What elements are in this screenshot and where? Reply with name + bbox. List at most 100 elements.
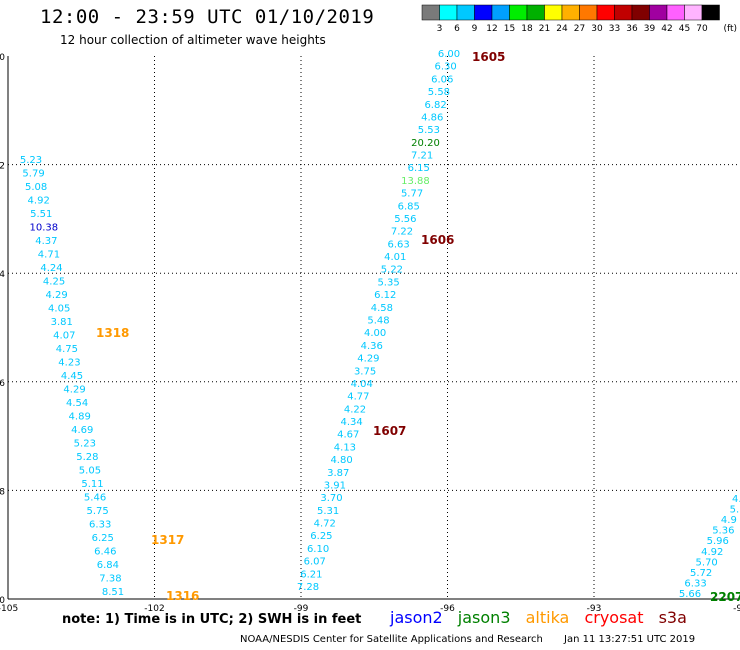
legend-swatch	[701, 4, 720, 21]
pass-time-label: 1607	[373, 424, 406, 438]
wave-height-value: 4.45	[61, 371, 83, 382]
wave-height-value: 6.10	[307, 544, 329, 555]
satellite-key: jason2 jason3 altika cryosat s3a	[390, 608, 697, 627]
legend-swatch	[474, 4, 493, 21]
wave-height-value: 5.48	[367, 316, 389, 327]
wave-height-value: 6.82	[424, 100, 446, 111]
latitude-tick-label: -38	[0, 487, 5, 497]
wave-height-value: 4.9	[721, 515, 737, 526]
wave-height-value: 4.67	[337, 430, 359, 441]
wave-height-value: 6.46	[94, 547, 116, 558]
legend-tick-label: 3	[437, 24, 443, 34]
wave-height-value: 5.51	[30, 209, 52, 220]
wave-height-value: 20.20	[411, 138, 440, 149]
units-note: note: 1) Time is in UTC; 2) SWH is in fe…	[62, 612, 362, 627]
legend-tick-label: 36	[626, 24, 638, 34]
wave-height-value: 6.33	[684, 578, 706, 589]
legend-tick-label: 27	[574, 24, 585, 34]
wave-height-value: 4.04	[351, 379, 373, 390]
longitude-tick-label: -105	[0, 604, 18, 614]
wave-height-value: 4.37	[35, 236, 57, 247]
wave-height-value: 4.77	[347, 392, 369, 403]
wave-height-value: 8.51	[102, 587, 124, 598]
legend-tick-label: 45	[679, 24, 690, 34]
wave-height-value: 5.22	[381, 265, 403, 276]
satellite-s3a: s3a	[658, 608, 687, 627]
wave-height-value: 4.89	[69, 412, 91, 423]
legend-swatch	[544, 4, 563, 21]
pass-time-label: 1605	[472, 50, 505, 64]
legend-tick-label: 12	[486, 24, 497, 34]
longitude-tick-label: -102	[144, 604, 164, 614]
wave-height-value: 5.58	[428, 87, 450, 98]
generated-timestamp: Jan 11 13:27:51 UTC 2019	[564, 634, 696, 645]
wave-height-value: 4.92	[28, 196, 50, 207]
wave-height-value: 4.22	[344, 404, 366, 415]
map-grid: -30 -32 -34 -36 -38 -40-105 -102 -99 -96 -93 -90	[0, 53, 740, 614]
pass-time-label: 1606	[421, 233, 454, 247]
legend-swatch	[526, 4, 545, 21]
legend-swatch	[631, 4, 650, 21]
satellite-cryosat: cryosat	[584, 608, 644, 627]
wave-height-value: 5.46	[84, 493, 106, 504]
wave-height-value: 5.05	[79, 466, 101, 477]
wave-height-value: 6.25	[92, 533, 114, 544]
legend-tick-label: 15	[504, 24, 515, 34]
pass-time-label: 1317	[151, 533, 184, 547]
wave-height-value: 5.75	[86, 506, 108, 517]
legend-tick-label: 42	[661, 24, 672, 34]
wave-height-value: 3.81	[51, 317, 73, 328]
wave-height-value: 4.75	[56, 344, 78, 355]
wave-height-value: 4.5	[732, 494, 740, 505]
pass-time-label: 1318	[96, 326, 129, 340]
wave-height-value: 4.72	[314, 519, 336, 530]
legend-tick-label: 9	[472, 24, 478, 34]
wave-height-value: 4.58	[371, 303, 393, 314]
wave-height-value: 5.28	[76, 452, 98, 463]
latitude-tick-label: -40	[0, 596, 5, 606]
wave-height-value: 4.29	[63, 385, 85, 396]
wave-height-value: 4.36	[361, 341, 383, 352]
middle-track: 6.006.306.065.586.824.865.5320.207.216.1…	[297, 49, 460, 593]
longitude-tick-label: -90	[733, 604, 740, 614]
wave-height-value: 3.87	[327, 468, 349, 479]
wave-height-value: 6.07	[304, 557, 326, 568]
wave-height-value: 4.92	[701, 547, 723, 558]
wave-height-value: 4.23	[58, 358, 80, 369]
wave-height-value: 6.21	[300, 569, 322, 580]
wave-height-value: 4.25	[43, 277, 65, 288]
wave-height-value: 4.24	[40, 263, 62, 274]
left-track: 5.23 5.79 5.08 4.92 5.51 10.38 4.37 4.71 4.24 4.2…	[20, 155, 124, 598]
wave-height-tracks: 5.23 5.79 5.08 4.92 5.51 10.38 4.37 4.71 4.24 4.2…	[20, 49, 740, 600]
legend-tick-label: 24	[556, 24, 568, 34]
wave-height-value: 6.33	[89, 520, 111, 531]
latitude-tick-label: -34	[0, 270, 5, 280]
legend-tick-label: 39	[644, 24, 656, 34]
latitude-tick-label: -30	[0, 53, 5, 63]
legend-swatch	[439, 4, 458, 21]
wave-height-value: 4.34	[341, 417, 363, 428]
wave-height-value: 4.80	[330, 455, 352, 466]
wave-height-value: 4.01	[384, 252, 406, 263]
wave-height-value: 3.75	[354, 366, 376, 377]
wave-height-value: 5.23	[20, 155, 42, 166]
wave-height-value: 5.36	[712, 526, 734, 537]
wave-height-value: 5.70	[696, 557, 718, 568]
wave-height-value: 6.25	[310, 531, 332, 542]
wave-height-value: 3.91	[324, 480, 346, 491]
wave-height-value: 5.56	[394, 214, 416, 225]
pass-time-labels: 1605 1606 1607 1318 1317 1316 2207	[96, 50, 740, 604]
page-title: 12:00 - 23:59 UTC 01/10/2019	[40, 6, 375, 28]
legend-tick-label: 70	[696, 24, 708, 34]
wave-height-value: 6.06	[431, 74, 453, 85]
wave-height-value: 5.77	[401, 189, 423, 200]
right-track: 4.55.4.95.365.964.925.705.726.335.66	[679, 494, 740, 600]
wave-height-value: 6.15	[408, 163, 430, 174]
wave-height-value: 10.38	[29, 223, 58, 234]
wave-height-value: 7.21	[411, 151, 433, 162]
wave-height-value: 4.69	[71, 425, 93, 436]
legend-swatch	[509, 4, 528, 21]
wave-height-value: 7.38	[99, 574, 121, 585]
legend-swatch	[649, 4, 668, 21]
color-scale-legend: 3 6 9 12 15 18 21 24 27 30 33 36 39 42 45 70 (ft)	[421, 4, 737, 34]
